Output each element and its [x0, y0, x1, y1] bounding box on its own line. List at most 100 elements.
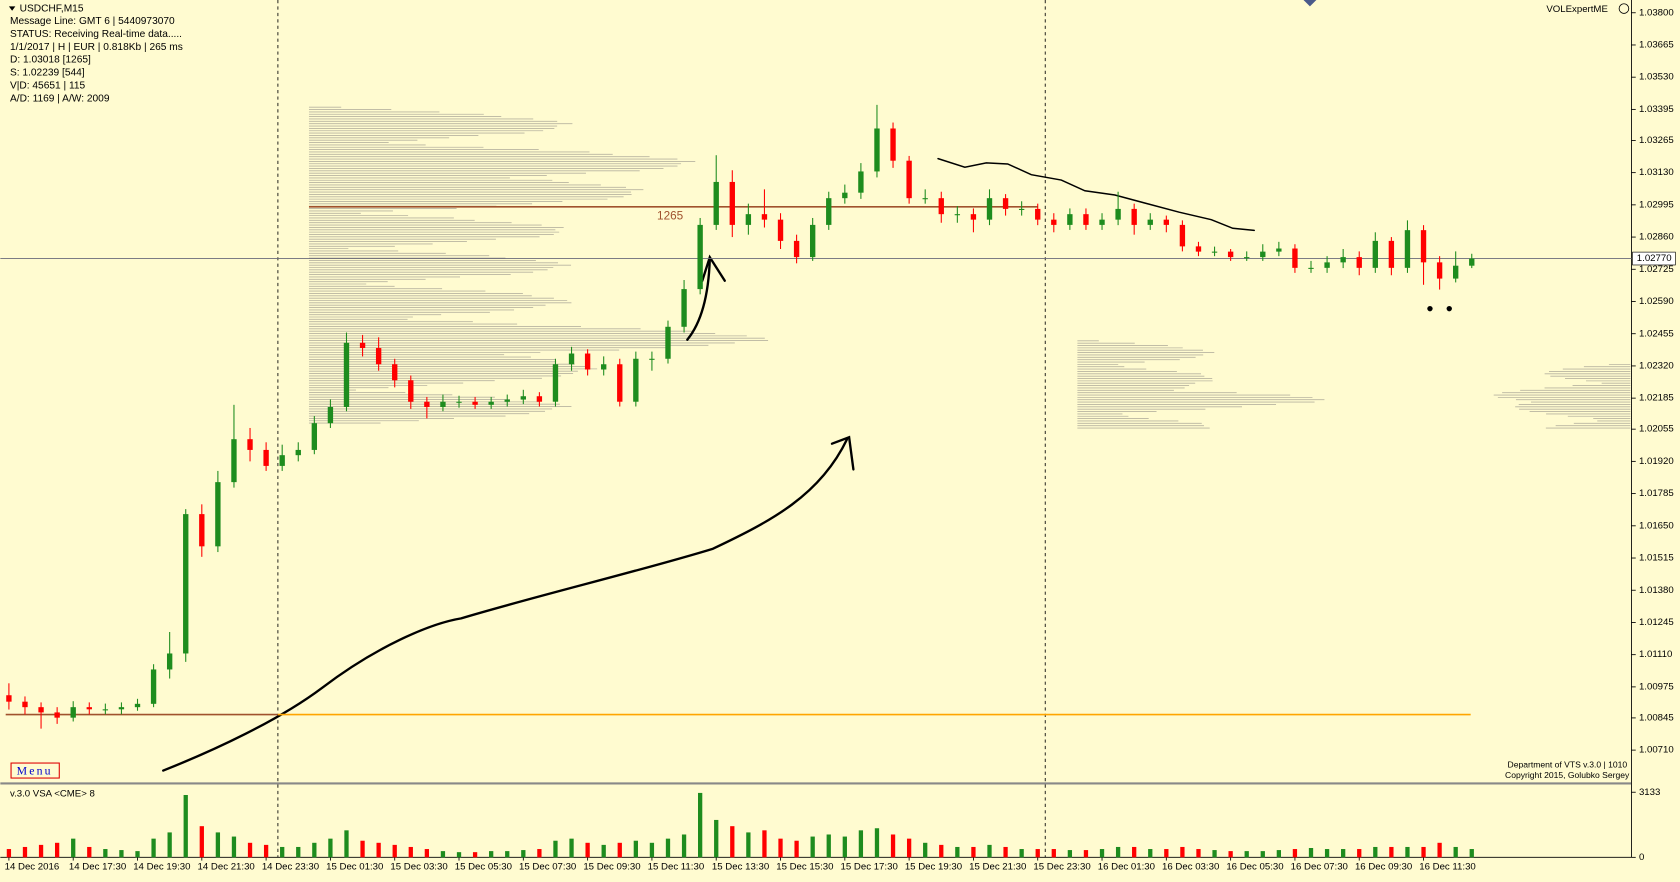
candle-body: [1292, 248, 1298, 268]
volume-bar: [472, 852, 478, 858]
volume-bar: [890, 834, 896, 858]
candle-body: [1388, 240, 1395, 268]
menu-label[interactable]: Menu: [17, 764, 53, 777]
volume-bar: [1099, 849, 1105, 858]
candle-body: [54, 712, 60, 718]
volume-bar: [1405, 846, 1410, 858]
volume-bar: [665, 838, 671, 858]
volume-bar: [858, 830, 864, 858]
chart-title: USDCHF,M15: [20, 3, 84, 14]
volume-bar: [569, 838, 574, 858]
volume-bar: [392, 844, 397, 858]
drawn-dot: [1446, 305, 1452, 312]
y-tick-label: 1.02320: [1639, 360, 1674, 371]
volume-bar: [1292, 849, 1298, 858]
volume-bar: [215, 832, 221, 858]
menu-box[interactable]: [10, 762, 60, 779]
y-tick-label: 1.01110: [1639, 649, 1672, 660]
candle-body: [1469, 258, 1475, 266]
drawn-line: [937, 157, 1255, 232]
candle-body: [38, 707, 44, 713]
y-tick-label: 1.00710: [1639, 745, 1674, 756]
candle-body: [1147, 219, 1153, 225]
volume-bar: [1453, 846, 1458, 858]
candle-body: [1083, 214, 1089, 225]
volume-bar: [505, 851, 510, 858]
volume-bar: [906, 838, 912, 858]
volume-bar: [1324, 849, 1330, 858]
volume-bar: [874, 828, 880, 858]
candle-body: [1244, 257, 1250, 259]
panel-title: v.3.0 VSA <CME> 8: [10, 789, 95, 800]
y-tick-label: 1.03265: [1639, 135, 1674, 146]
candle-body: [456, 401, 462, 403]
candle-body: [568, 353, 575, 365]
candle-body: [488, 401, 494, 405]
candle-body: [1099, 219, 1105, 225]
volume-bar: [730, 826, 735, 858]
volume-bar: [1003, 846, 1008, 858]
volume-bar: [923, 842, 928, 858]
volume-bar: [280, 846, 285, 858]
candle-body: [231, 439, 237, 483]
candle-body: [649, 358, 655, 360]
drawn-arrowhead: [701, 254, 726, 282]
volume-bar: [1308, 847, 1314, 858]
y-tick-label: 1.01920: [1639, 456, 1674, 467]
volume-bar: [1164, 849, 1169, 858]
info-line: S: 1.02239 [544]: [10, 68, 85, 79]
candle-body: [86, 707, 92, 710]
candle-body: [713, 181, 719, 225]
candle-body: [1035, 208, 1041, 220]
volume-bar: [103, 849, 108, 858]
candle-body: [311, 423, 318, 450]
x-tick-label: 15 Dec 15:30: [776, 862, 833, 873]
volume-bar: [231, 836, 237, 858]
candle-body: [697, 224, 703, 290]
volume-bar: [1132, 846, 1137, 858]
volume-bar: [649, 842, 655, 858]
volume-bar: [714, 819, 719, 858]
volume-bar: [328, 838, 333, 858]
candle-body: [745, 214, 752, 225]
x-tick-label: 16 Dec 09:30: [1355, 862, 1412, 873]
volume-bar: [553, 840, 558, 858]
candle-body: [166, 653, 173, 670]
drawn-arrowhead: [830, 435, 855, 471]
volume-bar: [440, 851, 446, 858]
candle-body: [263, 449, 269, 466]
last-price-box: [1632, 251, 1676, 266]
y-tick-label: 1.01380: [1639, 585, 1674, 596]
volume-bar: [1244, 851, 1249, 858]
candle-body: [729, 181, 735, 225]
candle-body: [1018, 208, 1025, 210]
candle-body: [842, 192, 848, 199]
candle-body: [681, 289, 687, 327]
drawn-arrow: [686, 258, 711, 341]
candle-body: [424, 401, 430, 407]
volume-bar: [810, 836, 815, 858]
candle-body: [118, 707, 125, 710]
x-tick-label: 15 Dec 09:30: [583, 862, 640, 873]
candle-body: [601, 364, 607, 370]
candle-body: [874, 128, 880, 172]
candle-body: [1131, 208, 1137, 225]
candle-body: [665, 326, 671, 359]
volume-bar: [247, 842, 253, 858]
candle-body: [183, 514, 189, 654]
y-tick-label: 3133: [1639, 787, 1660, 798]
candle-body: [70, 707, 76, 718]
volume-bar: [119, 850, 124, 858]
menu-button[interactable]: Menu: [10, 762, 60, 779]
y-tick-label: 1.03665: [1639, 40, 1674, 51]
volume-bar: [1341, 849, 1346, 858]
collapse-icon: [8, 6, 16, 11]
candle-body: [970, 214, 977, 220]
volume-bar: [344, 830, 349, 858]
volume-profile: [308, 106, 1631, 429]
volume-bar: [135, 851, 140, 858]
x-tick-label: 16 Dec 11:30: [1419, 862, 1476, 873]
info-line: STATUS: Receiving Real-time data.....: [10, 29, 182, 40]
candle-body: [761, 214, 768, 220]
footer-line: Copyright 2015, Golubko Sergey: [1505, 770, 1630, 780]
